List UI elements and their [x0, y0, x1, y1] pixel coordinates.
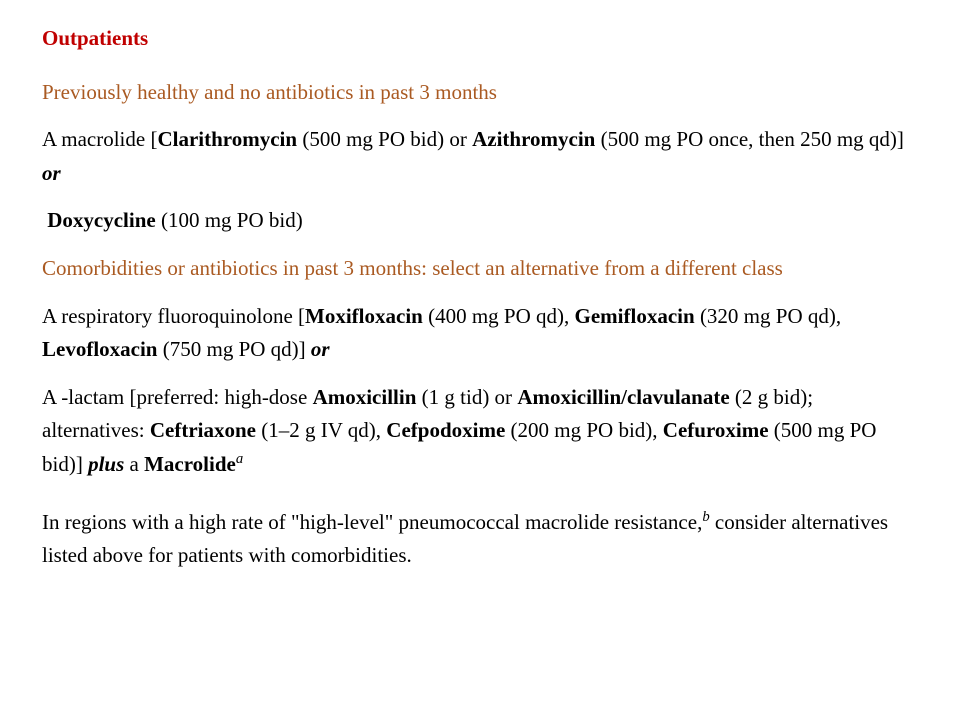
paragraph-resistance: In regions with a high rate of "high-lev…: [42, 506, 920, 573]
text: (500 mg PO bid) or: [297, 127, 472, 151]
text: In regions with a high rate of "high-lev…: [42, 510, 702, 534]
text: (750 mg PO qd)]: [158, 337, 311, 361]
drug-gemifloxacin: Gemifloxacin: [575, 304, 695, 328]
drug-amox-clav: Amoxicillin/clavulanate: [517, 385, 729, 409]
text: A macrolide [: [42, 127, 157, 151]
text: (200 mg PO bid),: [505, 418, 663, 442]
text: (100 mg PO bid): [156, 208, 303, 232]
text: (320 mg PO qd),: [695, 304, 841, 328]
text: (400 mg PO qd),: [423, 304, 575, 328]
paragraph-macrolide: A macrolide [Clarithromycin (500 mg PO b…: [42, 123, 920, 190]
heading-healthy: Previously healthy and no antibiotics in…: [42, 76, 920, 110]
drug-cefuroxime: Cefuroxime: [663, 418, 769, 442]
text: a: [124, 452, 144, 476]
drug-macrolide: Macrolide: [144, 452, 236, 476]
text: A -lactam [preferred: high-dose: [42, 385, 313, 409]
paragraph-fluoroquinolone: A respiratory fluoroquinolone [Moxifloxa…: [42, 300, 920, 367]
text: (1–2 g IV qd),: [256, 418, 386, 442]
footnote-a: a: [236, 451, 243, 467]
footnote-b: b: [702, 509, 709, 525]
conjunction-or: or: [311, 337, 330, 361]
document-page: Outpatients Previously healthy and no an…: [0, 0, 960, 573]
text: (500 mg PO once, then 250 mg qd)]: [595, 127, 904, 151]
drug-moxifloxacin: Moxifloxacin: [305, 304, 423, 328]
drug-amoxicillin: Amoxicillin: [313, 385, 417, 409]
text: (1 g tid) or: [416, 385, 517, 409]
conjunction-plus: plus: [88, 452, 124, 476]
drug-azithromycin: Azithromycin: [472, 127, 595, 151]
drug-ceftriaxone: Ceftriaxone: [150, 418, 256, 442]
drug-cefpodoxime: Cefpodoxime: [386, 418, 505, 442]
drug-clarithromycin: Clarithromycin: [157, 127, 297, 151]
drug-doxycycline: Doxycycline: [47, 208, 155, 232]
paragraph-lactam: A -lactam [preferred: high-dose Amoxicil…: [42, 381, 920, 482]
heading-outpatients: Outpatients: [42, 22, 920, 56]
drug-levofloxacin: Levofloxacin: [42, 337, 158, 361]
text: A respiratory fluoroquinolone [: [42, 304, 305, 328]
conjunction-or: or: [42, 161, 61, 185]
heading-comorbidities: Comorbidities or antibiotics in past 3 m…: [42, 252, 920, 286]
paragraph-doxycycline: Doxycycline (100 mg PO bid): [42, 204, 920, 238]
